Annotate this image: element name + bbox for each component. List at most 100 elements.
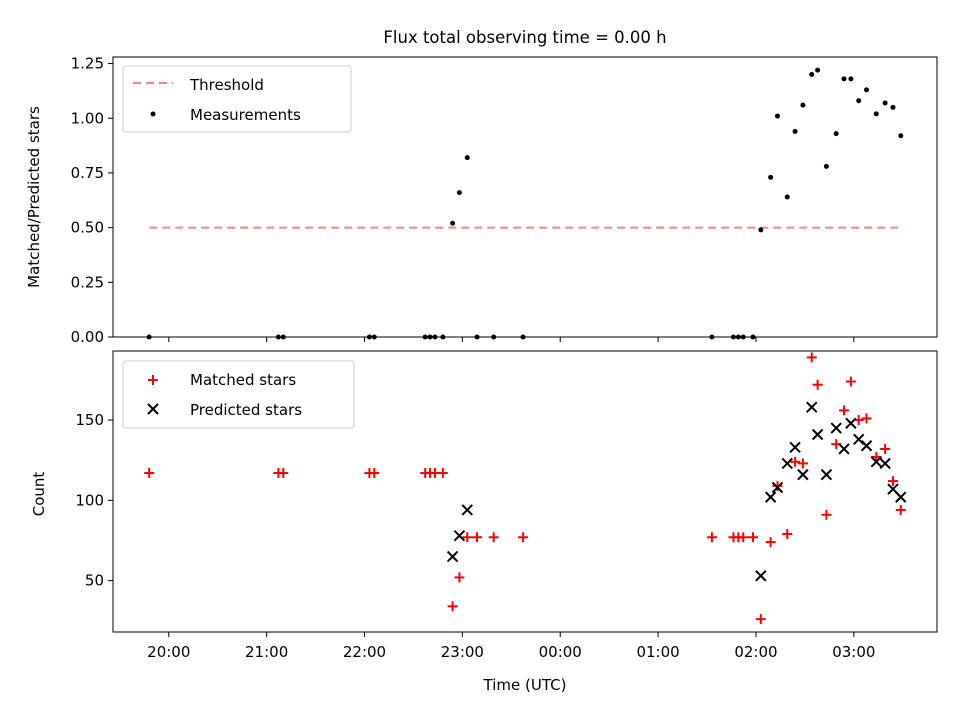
y-tick-label: 0.50 [71, 219, 104, 237]
predicted-star-point [781, 457, 793, 470]
matched-star-point [765, 537, 776, 548]
chart-title: Flux total observing time = 0.00 h [383, 28, 666, 47]
top-x-ticks [168, 337, 855, 342]
matched-stars-points [144, 352, 906, 625]
matched-star-point [755, 614, 766, 625]
matched-star-point [472, 532, 483, 543]
matched-star-point [772, 480, 783, 491]
measurement-point [768, 174, 774, 180]
predicted-star-point [764, 491, 777, 503]
predicted-star-point [830, 422, 842, 434]
legend-matched-marker [148, 375, 158, 385]
matched-star-point [437, 468, 448, 479]
matched-star-point [887, 476, 898, 487]
predicted-star-point [895, 491, 907, 503]
matched-star-point [748, 532, 759, 543]
measurement-point [841, 76, 847, 82]
matched-star-point [861, 413, 872, 424]
matched-star-point [462, 532, 473, 543]
legend-matched-label: Matched stars [190, 371, 296, 389]
x-axis-label: Time (UTC) [483, 676, 567, 694]
predicted-star-point [771, 481, 784, 494]
x-tick-label: 20:00 [147, 643, 190, 661]
measurement-point [809, 72, 815, 77]
matched-star-point [797, 458, 808, 469]
measurement-point [898, 133, 904, 139]
predicted-star-point [806, 401, 818, 413]
bottom-panel: 50 100 150 20:00 21:00 22:00 23:00 00:00 01:00 0… [30, 350, 938, 694]
matched-star-point [871, 451, 882, 462]
top-y-ticks: 0.00 0.25 0.50 0.75 1.00 1.25 [71, 55, 113, 346]
x-tick-label: 23:00 [441, 643, 484, 661]
predicted-star-point [789, 441, 801, 454]
bottom-y-label: Count [30, 472, 48, 517]
predicted-star-point [845, 417, 857, 429]
y-tick-label: 0.00 [71, 328, 104, 346]
y-tick-label: 1.25 [71, 55, 104, 73]
measurement-point [815, 67, 821, 73]
legend-threshold-label: Threshold [189, 76, 264, 94]
matched-star-point [369, 468, 380, 479]
matched-star-point [821, 509, 832, 520]
y-tick-label: 150 [75, 411, 104, 429]
predicted-star-point [811, 428, 824, 441]
predicted-stars-points [446, 401, 907, 582]
matched-star-point [278, 468, 289, 479]
measurement-point [864, 87, 870, 93]
matched-star-point [518, 532, 529, 543]
bottom-legend-box [122, 360, 355, 429]
y-tick-label: 50 [85, 572, 104, 590]
measurement-point [450, 220, 456, 226]
matched-star-point [845, 376, 856, 387]
matched-star-point [454, 572, 465, 583]
x-tick-label: 22:00 [343, 643, 386, 661]
y-tick-label: 0.75 [71, 164, 104, 182]
measurement-point [848, 76, 854, 82]
predicted-star-point [453, 529, 466, 542]
predicted-star-point [797, 468, 809, 481]
matched-star-point [839, 405, 850, 416]
legend-predicted-cross [147, 403, 159, 415]
measurement-point [774, 113, 780, 119]
measurement-point [456, 190, 462, 196]
legend-predicted-label: Predicted stars [190, 401, 302, 419]
matched-star-point [738, 532, 749, 543]
x-tick-label: 21:00 [245, 643, 288, 661]
bottom-x-ticks: 20:00 21:00 22:00 23:00 00:00 01:00 02:00 03:00 [147, 632, 875, 661]
matched-star-point [812, 379, 823, 390]
top-axes-frame [112, 56, 938, 338]
predicted-star-point [461, 504, 473, 516]
measurement-point [823, 163, 829, 169]
measurement-point [758, 227, 764, 233]
legend-predicted-marker [147, 403, 159, 415]
y-tick-label: 100 [75, 491, 104, 509]
matched-star-point [706, 532, 717, 543]
bottom-axes-frame [112, 350, 938, 633]
x-tick-label: 00:00 [539, 643, 582, 661]
predicted-star-point [820, 468, 833, 481]
measurement-point [856, 98, 862, 104]
x-tick-label: 01:00 [636, 643, 679, 661]
measurement-point [784, 194, 790, 200]
predicted-star-point [879, 457, 891, 470]
predicted-star-point [755, 570, 767, 582]
measurement-point [464, 155, 470, 161]
matched-star-point [447, 601, 458, 612]
top-panel: 0.00 0.25 0.50 0.75 1.00 1.25 Matched/Predict… [25, 55, 938, 346]
y-tick-label: 1.00 [71, 109, 104, 127]
matched-star-point [806, 352, 817, 363]
matched-star-point [895, 504, 906, 515]
y-tick-label: 0.25 [71, 273, 104, 291]
measurement-point [882, 100, 888, 106]
x-tick-label: 03:00 [832, 643, 875, 661]
matched-star-point [880, 443, 891, 454]
measurement-point [833, 131, 839, 137]
matched-star-point [782, 529, 793, 540]
matched-star-point [790, 456, 801, 467]
matched-star-point [144, 468, 155, 479]
measurement-point [792, 128, 798, 134]
measurement-point [873, 111, 879, 117]
bottom-y-ticks: 50 100 150 [75, 411, 113, 590]
predicted-star-point [838, 443, 850, 455]
